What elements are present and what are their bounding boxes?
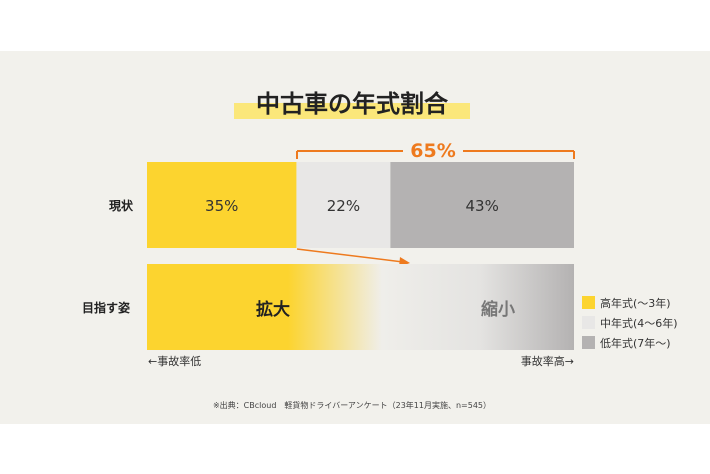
current-bar-segment-low (390, 162, 574, 248)
chart-title: 中古車の年式割合 (256, 90, 449, 118)
legend-label-low: 低年式(7年〜) (600, 336, 671, 350)
legend-swatch-mid (582, 316, 595, 329)
target-expand-label: 拡大 (256, 299, 290, 320)
bracket-label: 65% (410, 140, 455, 162)
bracket (296, 150, 575, 159)
axis-right-note: 事故率高→ (521, 354, 574, 368)
current-bar-segment-high (147, 162, 297, 248)
title-highlight (234, 103, 470, 119)
legend-swatch-high (582, 296, 595, 309)
row-label-target: 目指す姿 (82, 300, 130, 315)
target-bar (147, 264, 574, 350)
current-bar-label-low: 43% (466, 197, 499, 215)
row-label-current: 現状 (109, 198, 134, 213)
current-bar: 35% 22% 43% (147, 162, 574, 248)
target-shrink-label: 縮小 (481, 299, 515, 320)
legend-swatch-low (582, 336, 595, 349)
current-bar-label-high: 35% (205, 197, 238, 215)
axis-left-note: ←事故率低 (148, 354, 201, 368)
legend-label-mid: 中年式(4〜6年) (600, 316, 678, 330)
legend: 高年式(〜3年) 中年式(4〜6年) 低年式(7年〜) (582, 296, 678, 350)
legend-label-high: 高年式(〜3年) (600, 296, 671, 310)
current-bar-segment-mid (296, 162, 391, 248)
source-note: ※出典：CBcloud 軽貨物ドライバーアンケート（23年11月実施、n=545… (213, 400, 491, 410)
current-bar-label-mid: 22% (327, 197, 360, 215)
